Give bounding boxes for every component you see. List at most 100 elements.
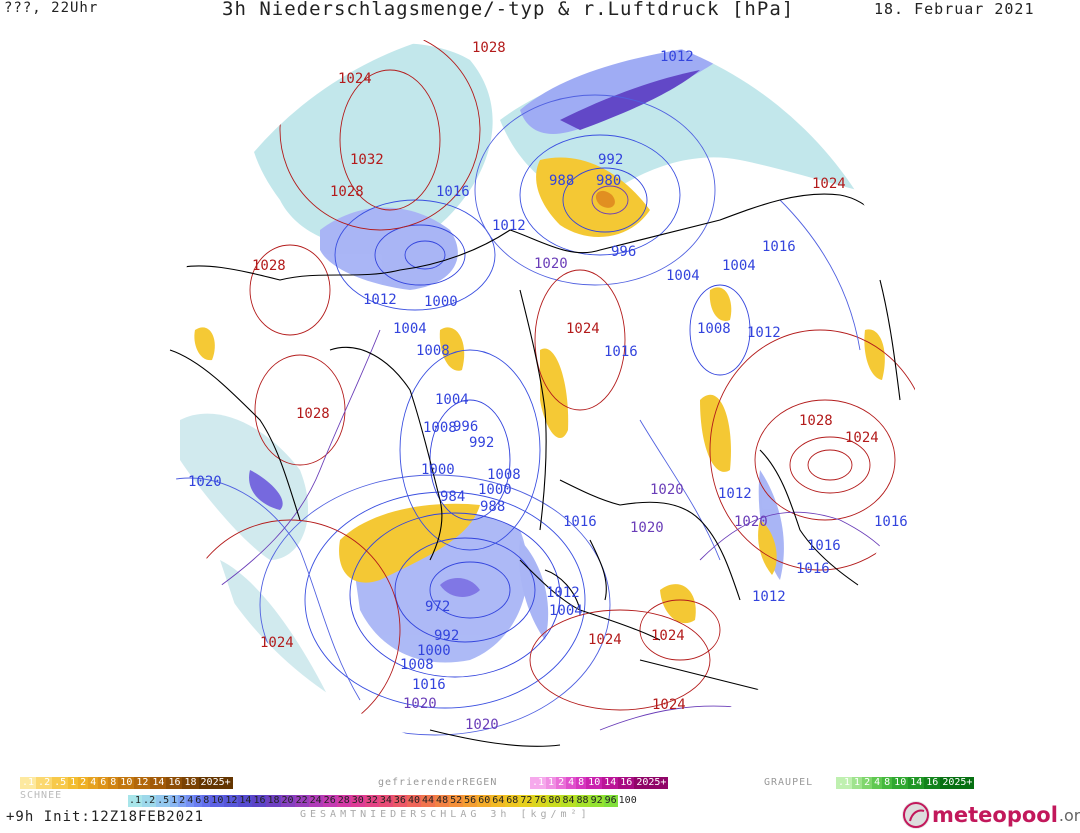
total-legend-swatch: 22: [294, 795, 309, 807]
graupel-legend-title: GRAUPEL: [764, 777, 814, 788]
total-legend-swatch: 96: [603, 795, 618, 807]
total-legend-swatch: 36: [392, 795, 407, 807]
graupel-legend-swatch: 16: [924, 777, 941, 789]
freezing-rain-legend-title: gefrierenderREGEN: [378, 777, 498, 788]
pressure-label: 1016: [436, 184, 470, 200]
pressure-label: 1004: [435, 392, 469, 408]
isobar: [709, 329, 915, 571]
isobar: [519, 134, 681, 256]
frz-legend-swatch: 2025+: [634, 777, 669, 789]
snow-legend-swatch: 10: [118, 777, 135, 789]
snow-legend-swatch: .1: [20, 777, 37, 789]
pressure-label: 1016: [412, 677, 446, 693]
pressure-label: 1000: [424, 294, 458, 310]
total-legend-swatch: 26: [322, 795, 337, 807]
frz-legend-swatch: 1: [546, 777, 557, 789]
pressure-label: 1016: [874, 514, 908, 530]
isobar: [334, 199, 496, 311]
isobar: [689, 284, 751, 376]
precip-snow-area: [439, 327, 465, 371]
pressure-label: 1020: [465, 717, 499, 733]
total-precip-caption: GESAMTNIEDERSCHLAG 3h [kg/m²]: [300, 809, 591, 820]
precip-rain-area: [249, 470, 283, 510]
coastline: [429, 729, 561, 747]
total-legend-swatch: 4: [186, 795, 195, 807]
pressure-label: 1024: [338, 71, 372, 87]
meteopool-logo[interactable]: meteopool .org: [902, 800, 1080, 830]
pressure-label: 1020: [534, 256, 568, 272]
total-legend-swatch: 16: [252, 795, 267, 807]
frz-legend-swatch: 10: [586, 777, 603, 789]
pressure-label: 1024: [812, 176, 846, 192]
total-legend-swatch: 80: [547, 795, 562, 807]
logo-text: meteopool: [932, 803, 1058, 827]
pressure-label: 1024: [566, 321, 600, 337]
pressure-label: 972: [425, 599, 450, 615]
precip-snow-area: [540, 348, 569, 439]
total-legend-swatch: 2: [178, 795, 187, 807]
graupel-legend: .1 1 2 4 8 10 14 16 2025+: [836, 777, 975, 789]
total-legend-swatch: 8: [202, 795, 211, 807]
map-disc: [169, 29, 915, 747]
snow-legend-swatch: 6: [98, 777, 109, 789]
snow-legend-swatch: 14: [150, 777, 167, 789]
isobar: [394, 537, 536, 643]
total-legend-swatch: 20: [280, 795, 295, 807]
total-precip-legend: .1.2.5 1 2 4 6 8 10 12 14 16 18 20 22 24 26 28 30 32 34 36 4…: [128, 795, 638, 807]
precipitation-layer: [180, 40, 900, 700]
isobar: [779, 199, 861, 351]
pressure-label: 1000: [421, 462, 455, 478]
coastline: [559, 479, 741, 601]
isobar: [254, 354, 346, 466]
pressure-label: 1028: [330, 184, 364, 200]
isobar: [249, 244, 331, 336]
precip-core: [560, 70, 700, 130]
pressure-label: 1012: [546, 585, 580, 601]
isobar: [754, 399, 896, 521]
precip-core: [440, 578, 480, 597]
total-legend-swatch: 24: [308, 795, 323, 807]
total-legend-swatch: 30: [350, 795, 365, 807]
total-legend-swatch: 18: [266, 795, 281, 807]
map-title: 3h Niederschlagsmenge/-typ & r.Luftdruck…: [222, 0, 795, 20]
pressure-label: 1012: [363, 292, 397, 308]
pressure-label: 1020: [630, 520, 664, 536]
precip-mix-area: [220, 560, 330, 700]
pressure-label: 1016: [762, 239, 796, 255]
coastline: [879, 279, 901, 401]
pressure-label: 1020: [734, 514, 768, 530]
frz-legend-swatch: 2: [556, 777, 567, 789]
pressure-label: 1012: [718, 486, 752, 502]
isobar: [304, 491, 586, 709]
globe-icon: [902, 801, 930, 829]
coastline: [519, 289, 547, 531]
pressure-label: 1008: [423, 420, 457, 436]
frz-legend-swatch: .1: [530, 777, 547, 789]
pressure-label: 996: [453, 419, 478, 435]
total-legend-swatch: 52: [449, 795, 464, 807]
pressure-label: 1008: [487, 467, 521, 483]
total-legend-swatch: 48: [435, 795, 450, 807]
pressure-label: 1028: [252, 258, 286, 274]
total-legend-swatch: 100: [617, 795, 638, 807]
snow-legend-swatch: .5: [52, 777, 69, 789]
map-date: 18. Februar 2021: [874, 0, 1035, 18]
isobar: [534, 269, 626, 411]
isobar: [474, 94, 716, 286]
pressure-label: 992: [598, 152, 623, 168]
total-legend-swatch: 84: [561, 795, 576, 807]
total-legend-swatch: 1: [170, 795, 179, 807]
precip-rain-area: [520, 40, 740, 134]
isobar: [349, 512, 561, 678]
total-legend-swatch: 44: [421, 795, 436, 807]
pressure-label: 1012: [747, 325, 781, 341]
pressure-label: 1008: [416, 343, 450, 359]
graupel-legend-swatch: .1: [836, 777, 853, 789]
precip-snow-area: [709, 287, 732, 321]
coastline: [544, 569, 581, 611]
isobar: [591, 185, 629, 215]
pressure-label: 1012: [660, 49, 694, 65]
graupel-legend-swatch: 10: [892, 777, 909, 789]
pressure-label: 1000: [478, 482, 512, 498]
